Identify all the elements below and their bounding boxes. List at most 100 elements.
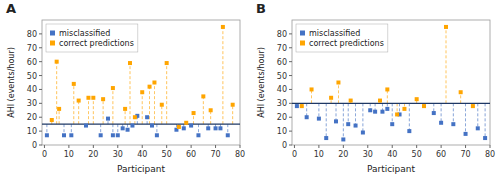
y-axis-label: AHI (events/hour) <box>257 47 266 118</box>
point <box>55 60 59 64</box>
point <box>72 82 76 86</box>
point <box>324 136 328 140</box>
point <box>214 126 218 130</box>
stem-line <box>348 103 349 124</box>
plot-area <box>292 25 490 142</box>
stem-line <box>446 27 447 103</box>
y-tick <box>289 61 292 62</box>
point <box>91 96 95 100</box>
point <box>111 86 115 90</box>
x-tick-label: 70 <box>460 150 470 159</box>
legend-label: misclassified <box>309 29 360 38</box>
y-tick <box>39 75 42 76</box>
stem-line <box>93 98 94 124</box>
point <box>415 97 419 101</box>
point <box>422 104 426 108</box>
point <box>106 117 110 121</box>
x-tick-label: 50 <box>412 150 422 159</box>
point <box>86 96 90 100</box>
point <box>329 96 333 100</box>
y-tick-label: 10 <box>277 127 287 136</box>
x-tick <box>441 145 442 148</box>
stem-line <box>78 101 79 125</box>
y-tick <box>39 131 42 132</box>
panel-title: B <box>256 1 266 16</box>
y-tick-label: 60 <box>277 58 287 67</box>
stem-line <box>362 103 363 132</box>
x-tick-label: 40 <box>137 150 147 159</box>
point <box>130 124 134 128</box>
point <box>84 124 88 128</box>
stem-line <box>222 27 223 124</box>
y-tick-label: 0 <box>32 141 37 150</box>
stem-line <box>409 103 410 131</box>
point <box>121 126 125 130</box>
stem-line <box>166 63 167 124</box>
point <box>464 132 468 136</box>
point <box>57 107 61 111</box>
x-tick-label: 70 <box>210 150 220 159</box>
stem-line <box>441 103 442 122</box>
x-tick-label: 30 <box>113 150 123 159</box>
y-tick-label: 60 <box>27 58 37 67</box>
panel: A0102030405060708001020304050607080Parti… <box>6 1 245 174</box>
stem-line <box>387 89 388 103</box>
y-axis-label: AHI (events/hour) <box>7 47 16 118</box>
point <box>407 129 411 133</box>
x-tick-label: 0 <box>42 150 47 159</box>
x-tick <box>294 145 295 148</box>
x-tick-label: 40 <box>387 150 397 159</box>
x-axis-label: Participant <box>117 164 166 174</box>
x-tick-label: 60 <box>436 150 446 159</box>
y-tick-label: 40 <box>277 85 287 94</box>
stem-line <box>343 103 344 139</box>
point <box>390 122 394 126</box>
y-tick <box>289 103 292 104</box>
y-tick-label: 40 <box>27 85 37 94</box>
y-tick-label: 10 <box>27 127 37 136</box>
panel-title: A <box>6 1 16 16</box>
y-tick <box>39 145 42 146</box>
point <box>317 117 321 121</box>
x-tick <box>318 145 319 148</box>
stem-line <box>326 103 327 138</box>
stem-line <box>125 109 126 124</box>
stem-line <box>336 103 337 121</box>
legend-marker <box>300 41 305 46</box>
point <box>209 108 213 112</box>
point <box>310 87 314 91</box>
point <box>341 137 345 141</box>
point <box>349 99 353 103</box>
x-tick <box>240 145 241 148</box>
point <box>336 81 340 85</box>
y-tick <box>39 89 42 90</box>
point <box>206 126 210 130</box>
point <box>459 90 463 94</box>
point <box>126 128 130 132</box>
legend: misclassifiedcorrect predictions <box>296 24 388 52</box>
point <box>148 85 152 89</box>
y-tick-label: 50 <box>27 72 37 81</box>
y-tick <box>289 89 292 90</box>
y-tick-label: 20 <box>277 113 287 122</box>
point <box>471 104 475 108</box>
point <box>184 121 188 125</box>
point <box>221 25 225 29</box>
stem-line <box>56 62 57 124</box>
point <box>160 103 164 107</box>
plot-frame <box>292 20 490 145</box>
point <box>182 126 186 130</box>
point <box>368 108 372 112</box>
x-tick <box>93 145 94 148</box>
point <box>231 103 235 107</box>
point <box>128 61 132 65</box>
stem-line <box>318 103 319 118</box>
point <box>380 110 384 114</box>
y-tick <box>39 33 42 34</box>
legend-label: misclassified <box>59 29 110 38</box>
point <box>155 133 159 137</box>
panel: B0102030405060708001020304050607080Parti… <box>256 1 495 174</box>
legend-label: correct predictions <box>59 39 134 48</box>
stem-line <box>232 105 233 124</box>
point <box>361 131 365 135</box>
